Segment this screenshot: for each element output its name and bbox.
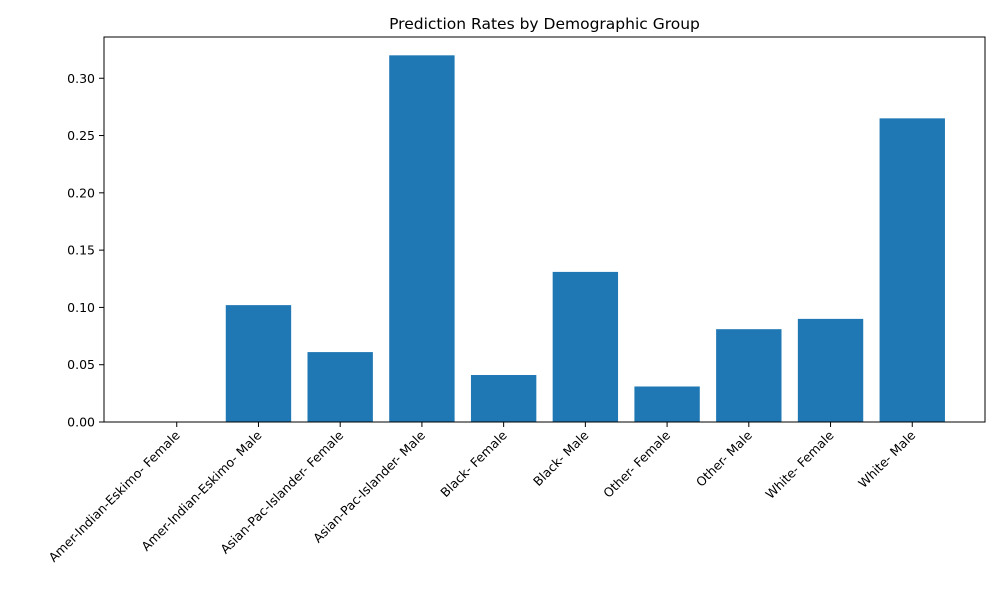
y-tick-label: 0.15 — [67, 243, 95, 258]
bar-6 — [634, 386, 700, 422]
x-tick-label: Black- Male — [530, 427, 592, 489]
x-tick-label: White- Female — [762, 427, 836, 501]
y-tick-label: 0.25 — [67, 128, 95, 143]
y-axis: 0.00 0.05 0.10 0.15 0.20 0.25 0.30 — [67, 71, 104, 430]
x-tick-label: Other- Male — [693, 427, 755, 489]
x-tick-label: White- Male — [855, 427, 918, 490]
bars-group — [225, 55, 945, 423]
chart-title: Prediction Rates by Demographic Group — [389, 15, 700, 33]
bar-4 — [470, 375, 537, 422]
plot-frame — [103, 36, 986, 423]
x-tick-label: Black- Female — [437, 427, 510, 500]
bar-1 — [225, 305, 292, 423]
x-axis: Amer-Indian-Eskimo- FemaleAmer-Indian-Es… — [46, 422, 919, 565]
bar-9 — [879, 118, 945, 422]
bar-8 — [797, 318, 864, 423]
bar-3 — [389, 55, 455, 422]
y-tick-label: 0.00 — [67, 415, 95, 430]
y-tick-label: 0.10 — [67, 300, 95, 315]
x-tick-label: Amer-Indian-Eskimo- Female — [46, 427, 184, 565]
y-tick-label: 0.05 — [67, 357, 95, 372]
bar-2 — [307, 352, 373, 422]
y-tick-label: 0.20 — [67, 185, 95, 200]
bar-5 — [552, 271, 619, 422]
y-tick-label: 0.30 — [67, 71, 95, 86]
x-tick-label: Other- Female — [600, 427, 673, 500]
bar-7 — [716, 329, 782, 422]
